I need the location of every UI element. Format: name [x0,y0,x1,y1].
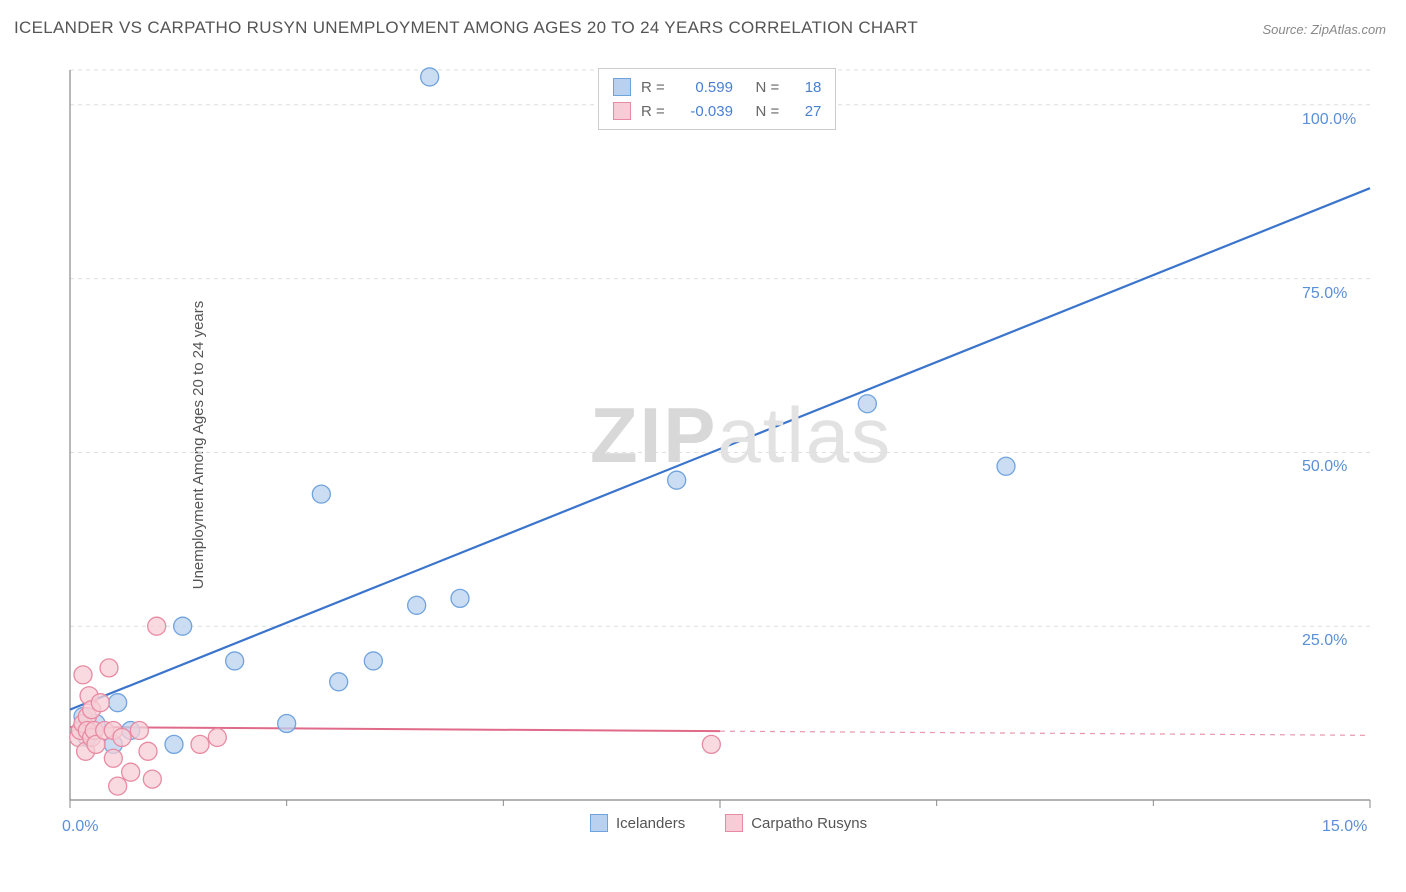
plot-area: Unemployment Among Ages 20 to 24 years Z… [50,60,1390,830]
stats-legend-row: R = 0.599 N = 18 [613,75,821,99]
x-tick-label: 0.0% [62,818,98,836]
legend-swatch-icon [590,814,608,832]
stat-n-value: 18 [793,79,821,96]
source-attribution: Source: ZipAtlas.com [1262,22,1386,37]
y-tick-label: 50.0% [1302,458,1347,476]
stat-n-value: 27 [793,103,821,120]
legend-swatch-icon [613,78,631,96]
stats-legend-row: R = -0.039 N = 27 [613,99,821,123]
series-legend-item: Carpatho Rusyns [725,814,867,832]
chart-title: ICELANDER VS CARPATHO RUSYN UNEMPLOYMENT… [14,18,918,38]
series-legend-item: Icelanders [590,814,685,832]
series-legend-label: Icelanders [616,815,685,832]
y-tick-label: 75.0% [1302,285,1347,303]
legend-swatch-icon [725,814,743,832]
series-legend-label: Carpatho Rusyns [751,815,867,832]
stats-legend-box: R = 0.599 N = 18R = -0.039 N = 27 [598,68,836,130]
stat-n-label: N = [743,103,783,120]
stat-r-value: 0.599 [679,79,733,96]
stat-r-value: -0.039 [679,103,733,120]
x-tick-label: 15.0% [1322,818,1367,836]
chart-svg [50,60,1390,830]
stat-r-label: R = [641,79,669,96]
stat-n-label: N = [743,79,783,96]
legend-swatch-icon [613,102,631,120]
y-tick-label: 100.0% [1302,111,1356,129]
chart-container: ICELANDER VS CARPATHO RUSYN UNEMPLOYMENT… [0,0,1406,892]
series-legend: Icelanders Carpatho Rusyns [590,814,867,832]
y-tick-label: 25.0% [1302,632,1347,650]
stat-r-label: R = [641,103,669,120]
